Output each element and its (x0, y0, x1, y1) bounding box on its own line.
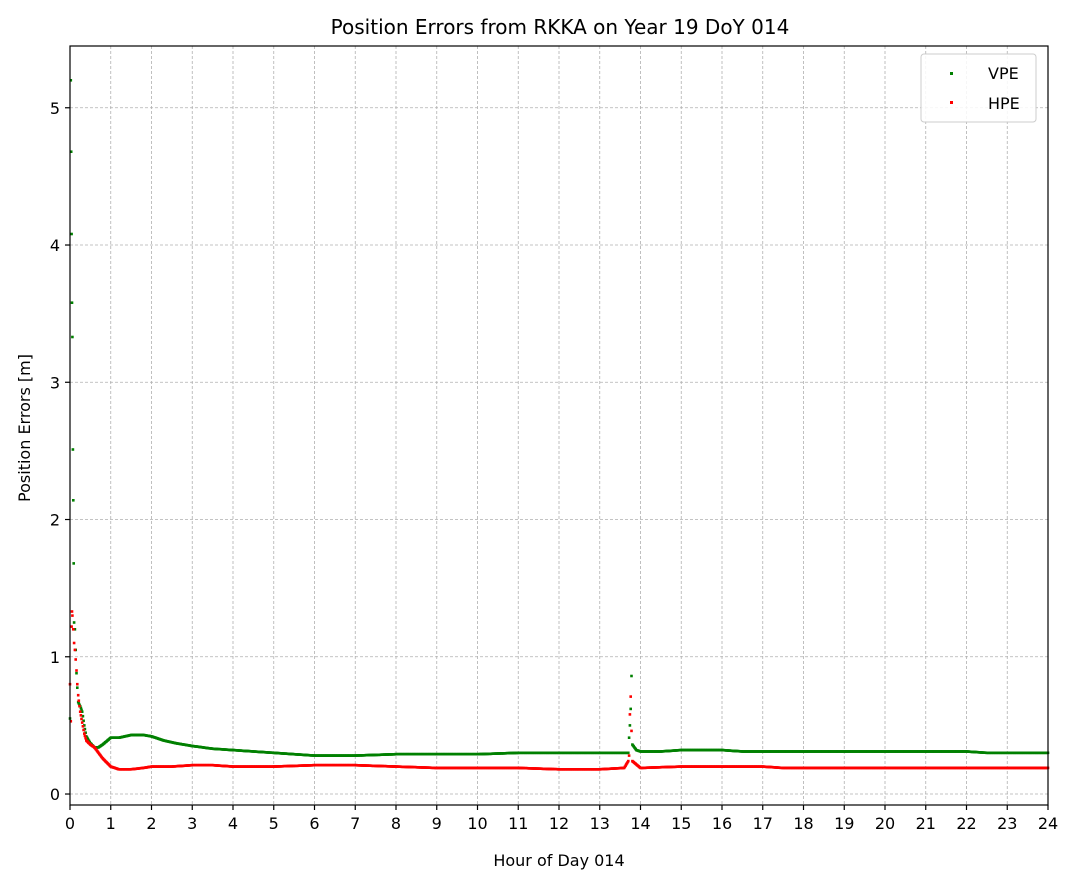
vpe-point (72, 562, 75, 565)
vpe-point (69, 79, 73, 82)
vpe-point (79, 706, 83, 710)
vpe-point (72, 499, 75, 502)
hpe-point (627, 759, 630, 763)
x-tick-label: 7 (350, 814, 360, 833)
y-tick-label: 1 (50, 648, 60, 667)
vpe-point (69, 150, 73, 153)
x-tick-label: 6 (309, 814, 319, 833)
x-tick-label: 17 (753, 814, 773, 833)
hpe-point (83, 734, 87, 738)
hpe-point (79, 714, 83, 717)
y-tick-label: 0 (50, 785, 60, 804)
hpe-point (78, 704, 81, 708)
axis-ticks: 0 1 2 3 4 5 6 7 8 9 10 11 12 13 14 15 16 17 18 19 20 21 22 23 24… (50, 99, 1058, 833)
hpe-point (70, 625, 73, 628)
hpe-point (77, 699, 81, 702)
hpe-point (76, 682, 79, 686)
vpe-point (70, 232, 73, 236)
x-tick-label: 19 (834, 814, 854, 833)
x-tick-label: 24 (1038, 814, 1058, 833)
legend-box (920, 53, 1037, 123)
vpe-point (71, 335, 74, 339)
x-tick-label: 3 (187, 814, 197, 833)
hpe-point (76, 693, 80, 697)
y-axis-label: Position Errors [m] (15, 354, 34, 502)
hpe-point (69, 720, 73, 723)
hpe-point (629, 695, 632, 698)
x-axis-label: Hour of Day 014 (493, 851, 624, 870)
hpe-point (84, 736, 87, 740)
legend: VPE HPE (920, 53, 1037, 123)
vpe-point (83, 724, 86, 727)
x-tick-label: 23 (997, 814, 1017, 833)
vpe-point (70, 301, 74, 304)
hpe-point (75, 669, 78, 672)
vpe-point (75, 671, 78, 675)
y-tick-label: 2 (50, 511, 60, 530)
hpe-point (83, 732, 86, 735)
vpe-point (76, 686, 79, 689)
vpe-point (77, 702, 81, 705)
x-tick-label: 0 (65, 814, 75, 833)
x-tick-label: 16 (712, 814, 732, 833)
legend-marker-hpe (950, 101, 953, 104)
x-tick-label: 9 (432, 814, 442, 833)
hpe-point (72, 628, 75, 631)
vpe-point (71, 448, 75, 451)
vpe-point (630, 674, 633, 678)
hpe-point (80, 717, 83, 721)
x-tick-label: 4 (228, 814, 238, 833)
x-tick-label: 8 (391, 814, 401, 833)
x-tick-label: 18 (793, 814, 813, 833)
data-points (68, 79, 1050, 771)
x-tick-label: 13 (590, 814, 610, 833)
hpe-point (74, 658, 77, 661)
hpe-point (81, 725, 85, 728)
x-tick-label: 14 (630, 814, 650, 833)
x-tick-label: 12 (549, 814, 569, 833)
y-tick-label: 5 (50, 99, 60, 118)
vpe-point (629, 707, 632, 711)
x-tick-label: 20 (875, 814, 895, 833)
vpe-point (627, 736, 631, 739)
vpe-point (81, 714, 85, 718)
x-tick-label: 5 (269, 814, 279, 833)
vpe-point (628, 724, 632, 727)
x-tick-label: 1 (106, 814, 116, 833)
chart-title: Position Errors from RKKA on Year 19 DoY… (331, 15, 790, 39)
hpe-point (78, 710, 82, 713)
hpe-point (70, 610, 74, 613)
legend-label-vpe: VPE (988, 64, 1019, 83)
legend-label-hpe: HPE (988, 94, 1020, 113)
hpe-point (82, 728, 85, 732)
x-tick-label: 22 (956, 814, 976, 833)
series-hpe (68, 610, 1050, 771)
vpe-point (73, 628, 77, 631)
hpe-point (630, 729, 633, 733)
vpe-point (80, 708, 83, 712)
y-tick-label: 4 (50, 236, 60, 255)
hpe-point (72, 641, 76, 645)
hpe-point (628, 713, 632, 716)
hpe-point (80, 721, 84, 724)
vpe-point (78, 703, 81, 707)
y-tick-label: 3 (50, 373, 60, 392)
vpe-point (627, 751, 630, 755)
vpe-point (72, 621, 76, 624)
hpe-point (627, 754, 631, 757)
legend-marker-vpe (950, 72, 953, 75)
hpe-point (71, 614, 74, 617)
vpe-point (84, 731, 87, 734)
x-tick-label: 15 (671, 814, 691, 833)
vpe-point (82, 719, 85, 723)
hpe-point (73, 648, 77, 652)
grid-lines (69, 46, 1049, 805)
x-tick-label: 10 (467, 814, 487, 833)
x-tick-label: 2 (146, 814, 156, 833)
x-tick-label: 21 (916, 814, 936, 833)
vpe-point (80, 710, 84, 713)
x-tick-label: 11 (508, 814, 528, 833)
series-vpe (68, 79, 1050, 757)
